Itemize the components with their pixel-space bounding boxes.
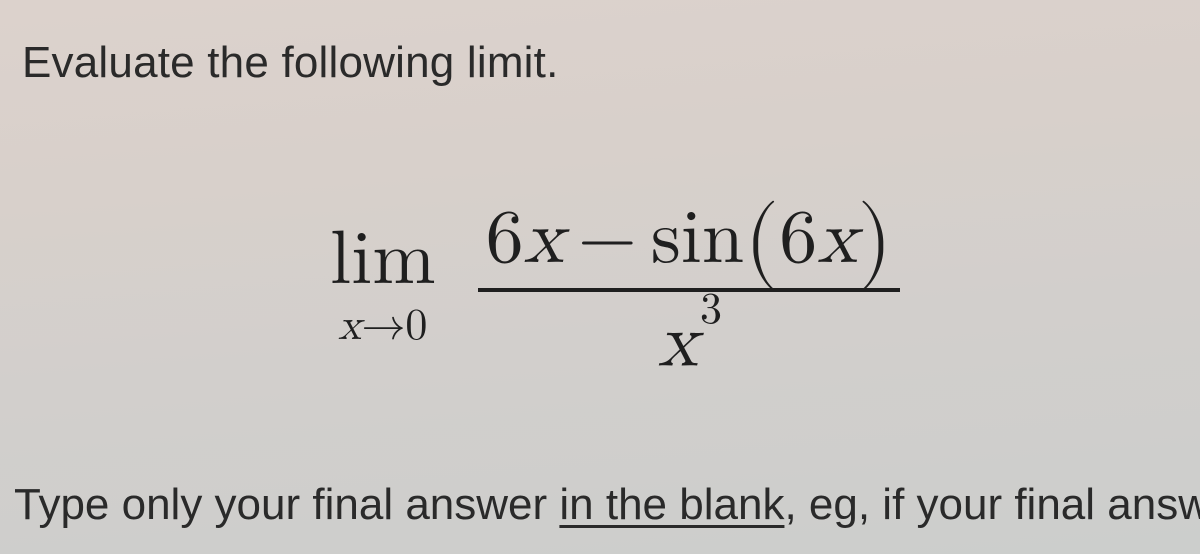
- num-coef1: 6: [486, 201, 524, 277]
- lparen: (: [744, 196, 779, 286]
- num-var1: x: [524, 201, 564, 277]
- limit-operator: lim x→0: [330, 222, 436, 348]
- sin-function: sin: [651, 201, 744, 277]
- minus-sign: −: [564, 201, 651, 277]
- num-coef2: 6: [779, 201, 817, 277]
- lim-label: lim: [330, 222, 436, 298]
- denominator: x3: [658, 292, 720, 380]
- limit-expression: lim x→0 6x−sin(6x) x3: [330, 190, 900, 380]
- lim-subscript: x→0: [338, 304, 427, 348]
- hint-pre: Type only your final answer: [14, 480, 559, 529]
- hint-text: Type only your final answer in the blank…: [14, 480, 1200, 530]
- den-exponent: 3: [700, 288, 722, 332]
- hint-underlined: in the blank: [559, 480, 784, 529]
- num-var2: x: [817, 201, 857, 277]
- approach-arrow: →: [361, 304, 405, 348]
- hint-post: , eg, if your final answ: [784, 480, 1200, 529]
- fraction: 6x−sin(6x) x3: [478, 190, 901, 380]
- approach-variable: x: [338, 304, 361, 348]
- rparen: ): [857, 196, 892, 286]
- instruction-text: Evaluate the following limit.: [22, 38, 559, 88]
- numerator: 6x−sin(6x): [478, 190, 901, 288]
- approach-value: 0: [405, 304, 427, 348]
- den-var: x: [658, 304, 698, 380]
